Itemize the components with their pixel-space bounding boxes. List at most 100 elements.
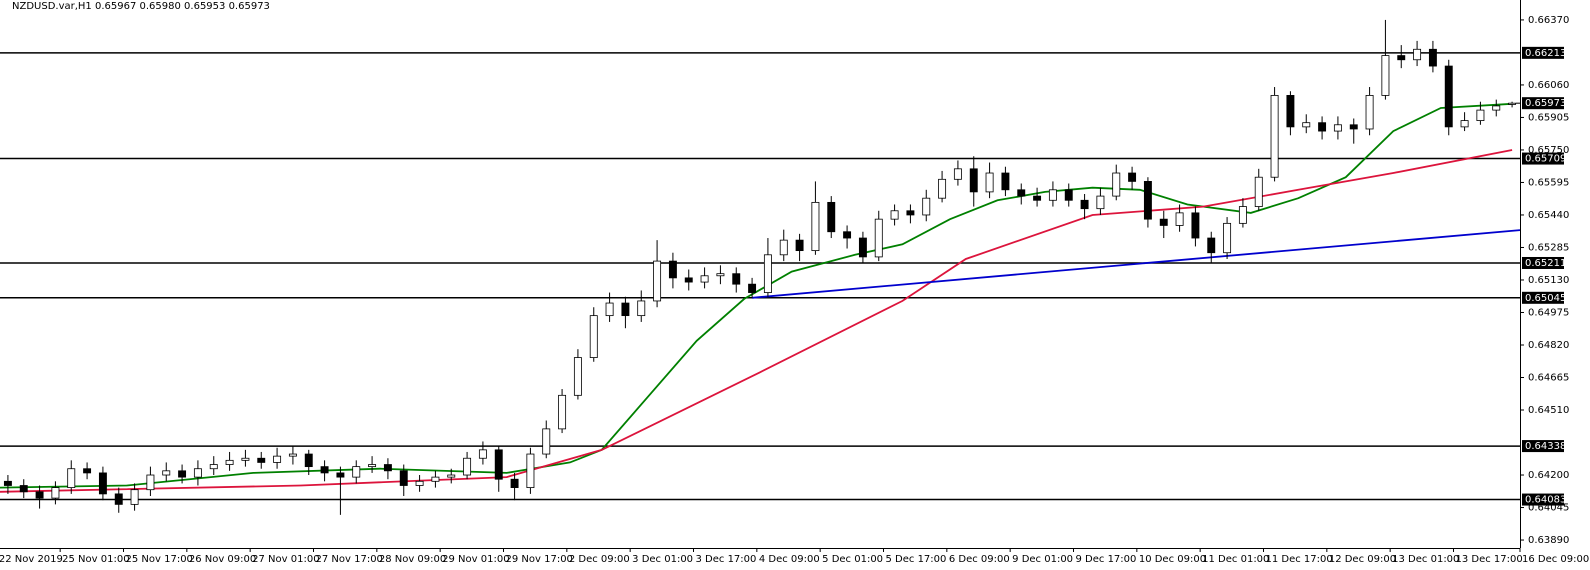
candle-body bbox=[415, 480, 424, 486]
candle-body bbox=[1286, 95, 1295, 128]
candle-body bbox=[225, 459, 234, 465]
candle-body bbox=[843, 231, 852, 239]
candle-body bbox=[288, 453, 297, 457]
candle-body bbox=[542, 428, 551, 455]
x-tick-label: 6 Dec 09:00 bbox=[949, 554, 1010, 565]
candle-body bbox=[653, 260, 662, 302]
level-label: 0.64083 bbox=[1525, 495, 1566, 506]
price-label: 0.65973 bbox=[1525, 98, 1566, 109]
candle-body bbox=[1365, 95, 1374, 130]
candle-body bbox=[684, 277, 693, 283]
y-tick-label: 0.64510 bbox=[1528, 405, 1569, 416]
candle-body bbox=[874, 218, 883, 258]
candle-body bbox=[526, 453, 535, 489]
x-tick-label: 5 Dec 17:00 bbox=[886, 554, 947, 565]
candle-body bbox=[1397, 55, 1406, 61]
candle-body bbox=[178, 470, 187, 478]
x-tick-label: 4 Dec 09:00 bbox=[759, 554, 820, 565]
candle-body bbox=[1381, 55, 1390, 96]
candle-body bbox=[637, 300, 646, 317]
candle-body bbox=[257, 457, 266, 463]
y-tick-label: 0.65595 bbox=[1528, 177, 1569, 188]
candle-body bbox=[1238, 206, 1247, 224]
candle-body bbox=[51, 487, 60, 499]
x-tick-label: 13 Dec 01:00 bbox=[1392, 554, 1459, 565]
x-tick-label: 3 Dec 01:00 bbox=[632, 554, 693, 565]
level-label-box bbox=[1522, 256, 1564, 269]
x-tick-label: 11 Dec 01:00 bbox=[1202, 554, 1269, 565]
x-tick-label: 27 Nov 17:00 bbox=[316, 554, 383, 565]
candle-body bbox=[938, 178, 947, 199]
x-tick-label: 25 Nov 17:00 bbox=[126, 554, 193, 565]
candle-body bbox=[114, 493, 123, 505]
candle-body bbox=[1033, 195, 1042, 201]
level-label: 0.64338 bbox=[1525, 441, 1566, 452]
x-tick-label: 27 Nov 01:00 bbox=[252, 554, 319, 565]
x-tick-label: 13 Dec 17:00 bbox=[1456, 554, 1523, 565]
candle-body bbox=[922, 197, 931, 216]
candle-body bbox=[795, 239, 804, 252]
candle-body bbox=[953, 168, 962, 180]
x-tick-label: 10 Dec 09:00 bbox=[1139, 554, 1206, 565]
candle-body bbox=[1428, 48, 1437, 67]
candle-body bbox=[1001, 172, 1010, 191]
y-tick-label: 0.63890 bbox=[1528, 535, 1569, 546]
x-tick-label: 29 Nov 01:00 bbox=[442, 554, 509, 565]
candle-body bbox=[1476, 109, 1485, 121]
level-label-box bbox=[1522, 493, 1564, 506]
level-label: 0.66213 bbox=[1525, 48, 1566, 59]
candle-body bbox=[494, 449, 503, 480]
candle-body bbox=[1318, 122, 1327, 132]
candle-body bbox=[463, 457, 472, 476]
candle-body bbox=[431, 476, 440, 482]
candle-body bbox=[1254, 176, 1263, 207]
candle-body bbox=[510, 478, 519, 489]
y-tick-label: 0.64665 bbox=[1528, 372, 1569, 383]
candle-body bbox=[858, 237, 867, 258]
candle-body bbox=[1207, 237, 1216, 254]
candle-body bbox=[1444, 65, 1453, 128]
candle-body bbox=[209, 464, 218, 470]
candle-body bbox=[969, 168, 978, 193]
candle-body bbox=[1302, 122, 1311, 128]
candle-body bbox=[1413, 48, 1422, 61]
candle-body bbox=[1191, 212, 1200, 239]
candle-body bbox=[447, 474, 456, 478]
candle-body bbox=[1128, 172, 1137, 182]
y-tick-label: 0.66370 bbox=[1528, 15, 1569, 26]
candle-body bbox=[1460, 120, 1469, 128]
candle-body bbox=[779, 239, 788, 256]
candle-body bbox=[985, 172, 994, 193]
candle-body bbox=[1048, 189, 1057, 201]
x-tick-label: 26 Nov 09:00 bbox=[189, 554, 256, 565]
candle-body bbox=[827, 201, 836, 233]
y-tick-label: 0.64975 bbox=[1528, 307, 1569, 318]
level-label: 0.65709 bbox=[1525, 154, 1566, 165]
level-label: 0.65045 bbox=[1525, 293, 1566, 304]
candle-body bbox=[605, 302, 614, 317]
y-tick-label: 0.66060 bbox=[1528, 80, 1569, 91]
candle-body bbox=[130, 489, 139, 505]
candle-body bbox=[478, 449, 487, 459]
candle-body bbox=[1080, 199, 1089, 210]
candle-body bbox=[732, 273, 741, 285]
candle-body bbox=[1112, 172, 1121, 197]
level-label-box bbox=[1522, 440, 1564, 453]
candle-body bbox=[67, 468, 76, 489]
y-tick-label: 0.64045 bbox=[1528, 503, 1569, 514]
candle-body bbox=[1064, 189, 1073, 201]
candle-body bbox=[3, 480, 12, 486]
y-tick-label: 0.64820 bbox=[1528, 340, 1569, 351]
chart-title: NZDUSD.var,H1 0.65967 0.65980 0.65953 0.… bbox=[12, 1, 270, 12]
x-tick-label: 2 Dec 09:00 bbox=[569, 554, 630, 565]
indicator-line bbox=[752, 229, 1521, 299]
x-tick-label: 12 Dec 09:00 bbox=[1329, 554, 1396, 565]
candle-body bbox=[1175, 212, 1184, 226]
candle-body bbox=[352, 466, 361, 478]
x-tick-label: 11 Dec 17:00 bbox=[1266, 554, 1333, 565]
candle-body bbox=[700, 275, 709, 283]
price-label-box bbox=[1522, 97, 1564, 110]
